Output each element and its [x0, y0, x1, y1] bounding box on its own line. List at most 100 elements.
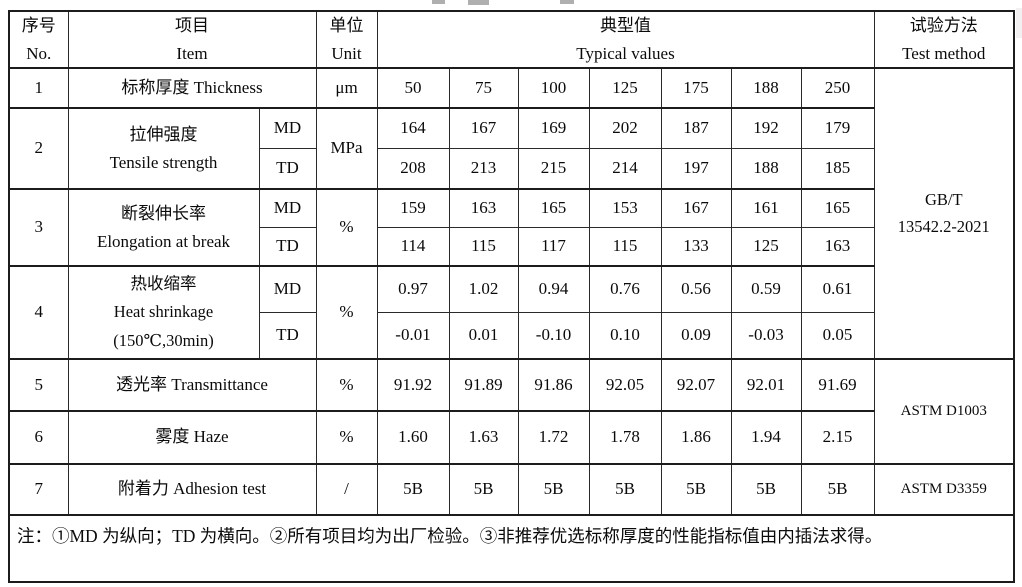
value-cell: 187: [660, 107, 732, 149]
value-cell: 0.76: [588, 265, 662, 313]
header-no-en: No.: [26, 43, 52, 63]
value-cell: 215: [517, 148, 590, 190]
row-adhesion: 7 附着力 Adhesion test / 5B 5B 5B 5B 5B 5B …: [8, 463, 1015, 516]
value-cell: 197: [660, 148, 732, 190]
unit-cell: %: [315, 358, 378, 412]
value-cell: 0.10: [588, 312, 662, 360]
value-cell: 208: [376, 148, 450, 190]
value-cell: 167: [660, 188, 732, 228]
header-no: 序号 No.: [8, 10, 69, 69]
cutoff-text-artifact: [468, 0, 489, 5]
test-method-gbt: GB/T 13542.2-2021: [873, 67, 1015, 360]
header-unit-zh: 单位: [329, 16, 364, 36]
row-no: 2: [8, 107, 69, 190]
value-cell: -0.03: [730, 312, 802, 360]
row-haze: 6 雾度 Haze % 1.60 1.63 1.72 1.78 1.86 1.9…: [8, 410, 1014, 465]
header-method-zh: 试验方法: [909, 16, 978, 36]
row-no: 6: [8, 410, 69, 465]
unit-cell: %: [315, 188, 378, 267]
item-label-zh: 拉伸强度: [129, 125, 198, 145]
value-cell: 91.86: [517, 358, 590, 412]
value-cell: 0.09: [660, 312, 732, 360]
value-cell: 2.15: [800, 410, 875, 465]
value-cell: 91.92: [376, 358, 450, 412]
value-cell: 0.97: [376, 265, 450, 313]
value-cell: 125: [730, 227, 802, 267]
test-method-astm-d3359: ASTM D3359: [873, 463, 1015, 516]
test-method-astm-d1003: ASTM D1003: [873, 358, 1015, 465]
value-cell: 114: [376, 227, 450, 267]
direction-md: MD: [258, 107, 317, 149]
value-cell: 214: [588, 148, 662, 190]
header-typical-zh: 典型值: [600, 16, 651, 36]
item-label: 标称厚度 Thickness: [67, 67, 317, 109]
direction-td: TD: [258, 148, 317, 190]
value-cell: 0.56: [660, 265, 732, 313]
value-cell: 75: [448, 67, 519, 109]
row-no: 7: [8, 463, 69, 516]
row-transmittance: 5 透光率 Transmittance % 91.92 91.89 91.86 …: [8, 358, 1015, 465]
value-cell: 165: [800, 188, 875, 228]
value-cell: 163: [448, 188, 519, 228]
row-no: 1: [8, 67, 69, 109]
value-cell: -0.10: [517, 312, 590, 360]
row-elongation-md: 3 断裂伸长率 Elongation at break MD % 159 163…: [8, 188, 1014, 267]
value-cell: 92.07: [660, 358, 732, 412]
value-cell: 115: [448, 227, 519, 267]
test-method-gbt-line2: 13542.2-2021: [897, 216, 990, 236]
direction-md: MD: [258, 188, 317, 228]
value-cell: 1.72: [517, 410, 590, 465]
value-cell: 5B: [660, 463, 732, 516]
value-cell: 1.94: [730, 410, 802, 465]
value-cell: 164: [376, 107, 450, 149]
unit-cell: %: [315, 265, 378, 360]
note-row: 注：①MD 为纵向；TD 为横向。②所有项目均为出厂检验。③非推荐优选标称厚度的…: [8, 514, 1015, 583]
value-cell: 92.01: [730, 358, 802, 412]
value-cell: 153: [588, 188, 662, 228]
item-label-zh: 热收缩率: [130, 273, 197, 293]
row-thickness: 1 标称厚度 Thickness μm 50 75 100 125 175 18…: [8, 67, 1015, 360]
item-label: 附着力 Adhesion test: [67, 463, 317, 516]
item-label: 透光率 Transmittance: [67, 358, 317, 412]
value-cell: 0.94: [517, 265, 590, 313]
header-item-en: Item: [176, 43, 208, 63]
value-cell: 213: [448, 148, 519, 190]
header-method-en: Test method: [902, 43, 986, 63]
value-cell: 5B: [376, 463, 450, 516]
value-cell: 125: [588, 67, 662, 109]
value-cell: 188: [730, 148, 802, 190]
value-cell: 92.05: [588, 358, 662, 412]
value-cell: -0.01: [376, 312, 450, 360]
spec-table: 序号 No. 项目 Item 单位 Unit 典型值 Typical value…: [8, 10, 1015, 583]
header-unit-en: Unit: [331, 43, 362, 63]
header-row: 序号 No. 项目 Item 单位 Unit 典型值 Typical value…: [8, 10, 1015, 69]
value-cell: 91.89: [448, 358, 519, 412]
row-tensile-md: 2 拉伸强度 Tensile strength MD MPa 164 167 1…: [8, 107, 1014, 190]
value-cell: 0.59: [730, 265, 802, 313]
header-item-zh: 项目: [175, 16, 209, 36]
item-label-en: Heat shrinkage: [113, 302, 214, 322]
value-cell: 0.61: [800, 265, 875, 313]
unit-cell: μm: [315, 67, 378, 109]
value-cell: 169: [517, 107, 590, 149]
value-cell: 1.78: [588, 410, 662, 465]
value-cell: 188: [730, 67, 802, 109]
row-shrinkage-md: 4 热收缩率 Heat shrinkage (150℃,30min) MD % …: [8, 265, 1014, 360]
cutoff-text-artifact: [432, 0, 445, 4]
value-cell: 5B: [730, 463, 802, 516]
value-cell: 1.60: [376, 410, 450, 465]
value-cell: 165: [517, 188, 590, 228]
value-cell: 159: [376, 188, 450, 228]
test-method-gbt-line1: GB/T: [924, 190, 963, 210]
value-cell: 100: [517, 67, 590, 109]
header-no-zh: 序号: [21, 16, 56, 36]
value-cell: 50: [376, 67, 450, 109]
cutoff-text-artifact: [560, 0, 574, 4]
direction-td: TD: [258, 312, 317, 360]
item-label: 拉伸强度 Tensile strength: [67, 107, 260, 190]
header-unit: 单位 Unit: [315, 10, 378, 69]
value-cell: 250: [800, 67, 875, 109]
item-label-condition: (150℃,30min): [113, 330, 214, 350]
header-item: 项目 Item: [67, 10, 317, 69]
footnote: 注：①MD 为纵向；TD 为横向。②所有项目均为出厂检验。③非推荐优选标称厚度的…: [8, 514, 1015, 583]
